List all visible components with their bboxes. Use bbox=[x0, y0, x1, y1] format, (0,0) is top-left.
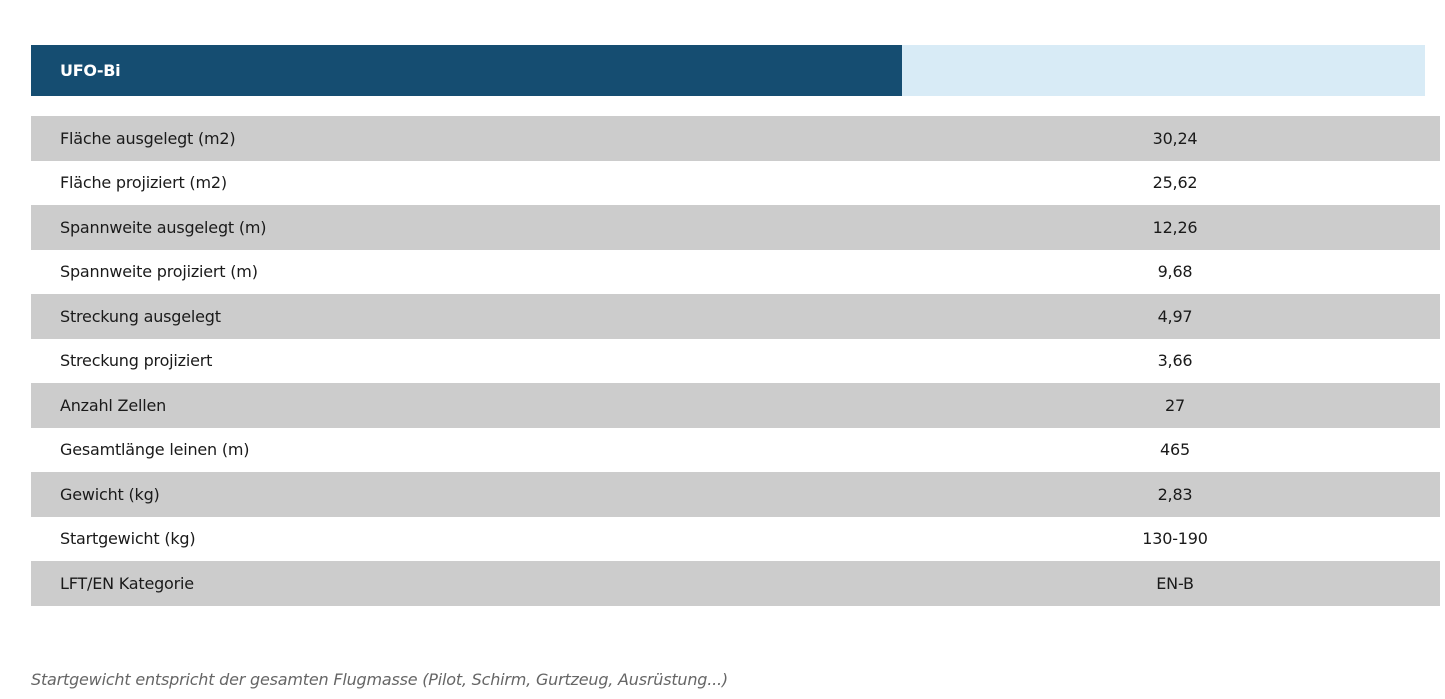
spec-value: EN-B bbox=[1156, 573, 1194, 593]
spec-label: Spannweite ausgelegt (m) bbox=[60, 217, 267, 237]
spec-label: LFT/EN Kategorie bbox=[60, 573, 194, 593]
spec-label: Startgewicht (kg) bbox=[60, 529, 196, 549]
table-row: Spannweite ausgelegt (m) 12,26 bbox=[31, 205, 1440, 250]
table-row: LFT/EN Kategorie EN-B bbox=[31, 561, 1440, 606]
spec-value: 130-190 bbox=[1142, 529, 1208, 549]
spec-value: 27 bbox=[1165, 395, 1185, 415]
table-row: Gewicht (kg) 2,83 bbox=[31, 472, 1440, 517]
table-row: Gesamtlänge leinen (m) 465 bbox=[31, 427, 1440, 472]
header-accent-cell bbox=[902, 45, 1425, 96]
spec-value: 25,62 bbox=[1152, 173, 1198, 193]
spec-value: 465 bbox=[1160, 440, 1190, 460]
spec-value: 4,97 bbox=[1157, 306, 1193, 326]
spec-label: Gewicht (kg) bbox=[60, 484, 160, 504]
spec-value: 9,68 bbox=[1157, 262, 1193, 282]
spec-value: 3,66 bbox=[1157, 351, 1193, 371]
spec-label: Streckung projiziert bbox=[60, 351, 213, 371]
table-row: Fläche projiziert (m2) 25,62 bbox=[31, 160, 1440, 205]
spec-value: 30,24 bbox=[1152, 128, 1198, 148]
product-header: UFO-Bi bbox=[31, 45, 1425, 96]
spec-label: Anzahl Zellen bbox=[60, 395, 167, 415]
table-row: Streckung ausgelegt 4,97 bbox=[31, 294, 1440, 339]
table-row: Anzahl Zellen 27 bbox=[31, 383, 1440, 428]
spec-value: 12,26 bbox=[1152, 217, 1198, 237]
footnote: Startgewicht entspricht der gesamten Flu… bbox=[31, 670, 728, 689]
table-row: Fläche ausgelegt (m2) 30,24 bbox=[31, 116, 1440, 161]
spec-label: Fläche ausgelegt (m2) bbox=[60, 128, 236, 148]
spec-label: Gesamtlänge leinen (m) bbox=[60, 440, 250, 460]
spec-value: 2,83 bbox=[1157, 484, 1193, 504]
spec-label: Fläche projiziert (m2) bbox=[60, 173, 227, 193]
spec-label: Streckung ausgelegt bbox=[60, 306, 221, 326]
spec-label: Spannweite projiziert (m) bbox=[60, 262, 258, 282]
table-row: Startgewicht (kg) 130-190 bbox=[31, 516, 1440, 561]
product-title: UFO-Bi bbox=[31, 45, 902, 96]
table-row: Streckung projiziert 3,66 bbox=[31, 338, 1440, 383]
spec-table: Fläche ausgelegt (m2) 30,24 Fläche proji… bbox=[31, 116, 1440, 606]
table-row: Spannweite projiziert (m) 9,68 bbox=[31, 249, 1440, 294]
